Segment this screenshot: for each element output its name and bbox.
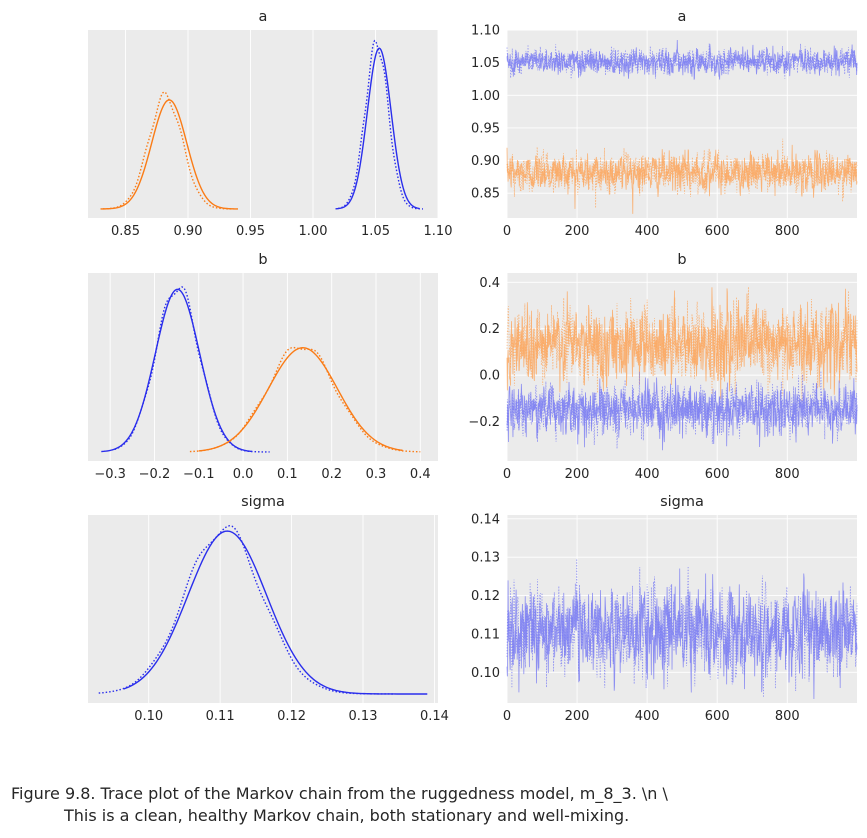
panel-density-sigma: sigma 0.10 0.11 0.12 0.13 0.14 (88, 494, 449, 724)
x-tick-label: −0.2 (139, 467, 171, 482)
y-tick-label: 0.14 (471, 512, 500, 527)
y-tick-label: 0.2 (479, 322, 500, 337)
x-tick-label: 600 (705, 467, 730, 482)
y-tick-label: 0.12 (471, 589, 500, 604)
x-tick-label: 0.85 (111, 224, 140, 239)
y-tick-label: 0.85 (471, 187, 500, 202)
trace-line-orange-chain-2 (506, 138, 858, 208)
x-tick-label: 0.1 (277, 467, 298, 482)
y-tick-label: 0.0 (479, 369, 500, 384)
density-curve-blue-solid (335, 47, 420, 210)
trace-line-blue-chain-1 (506, 377, 858, 451)
x-tick-label: 1.00 (299, 224, 328, 239)
y-tick-label: 0.10 (471, 666, 500, 681)
x-tick-label: 600 (705, 224, 730, 239)
x-tick-label: 0.2 (321, 467, 342, 482)
y-tick-label: 0.11 (471, 627, 500, 642)
x-tick-label: 1.10 (424, 224, 453, 239)
density-curve-orange-dotted (189, 346, 421, 453)
y-tick-label: 0.13 (471, 551, 500, 566)
x-tick-label: 0.12 (277, 709, 306, 724)
trace-line-orange-chain-1 (506, 287, 858, 399)
density-curve-blue-dotted (114, 286, 270, 453)
panel-density-b: b −0.3 −0.2 −0.1 0.0 0.1 0.2 0.3 0.4 (88, 252, 438, 482)
x-tick-label: 200 (565, 467, 590, 482)
density-curve-blue-solid (101, 288, 252, 453)
x-tick-label: 0.14 (420, 709, 449, 724)
caption-line-1: Figure 9.8. Trace plot of the Markov cha… (11, 784, 668, 803)
panel-title: b (258, 252, 267, 268)
x-tick-label: 800 (775, 467, 800, 482)
y-tick-label: 1.10 (471, 24, 500, 39)
plot-area (88, 515, 438, 703)
y-tick-label: 1.00 (471, 89, 500, 104)
density-curve-blue-solid (123, 530, 428, 695)
x-tick-label: 200 (565, 224, 590, 239)
x-tick-label: 0.4 (410, 467, 431, 482)
x-tick-label: 400 (635, 467, 660, 482)
y-tick-label: −0.2 (468, 415, 500, 430)
x-tick-label: 0.10 (134, 709, 163, 724)
panel-title: a (259, 9, 268, 25)
panel-title: sigma (660, 494, 704, 510)
x-tick-label: 400 (635, 224, 660, 239)
x-tick-label: 800 (775, 224, 800, 239)
panel-title: sigma (241, 494, 285, 510)
x-tick-label: 0.0 (233, 467, 254, 482)
x-tick-label: 800 (775, 709, 800, 724)
density-curve-blue-dotted (337, 39, 424, 210)
x-tick-label: 0 (503, 709, 511, 724)
x-tick-label: 400 (635, 709, 660, 724)
trace-line-blue-chain-2 (506, 371, 858, 449)
x-tick-label: 0.13 (349, 709, 378, 724)
density-curve-blue-dotted (98, 524, 396, 695)
panel-title: a (678, 9, 687, 25)
panel-trace-a: a 0 200 400 600 800 0.85 0.90 0.95 1.00 1.05 1.10 (471, 9, 858, 239)
trace-line-blue-chain-2 (506, 43, 858, 80)
x-tick-label: 0.3 (366, 467, 387, 482)
x-tick-label: 0.95 (236, 224, 265, 239)
x-tick-label: −0.3 (94, 467, 126, 482)
trace-line-blue-chain-2 (506, 558, 858, 698)
y-tick-label: 1.05 (471, 56, 500, 71)
plot-area (88, 273, 438, 461)
plot-area (88, 30, 438, 218)
x-tick-label: 600 (705, 709, 730, 724)
x-tick-label: 1.05 (361, 224, 390, 239)
panel-title: b (677, 252, 686, 268)
x-tick-label: 0 (503, 224, 511, 239)
y-tick-label: 0.4 (479, 276, 500, 291)
panel-density-a: a 0.85 0.90 0.95 1.00 1.05 1.10 (88, 9, 452, 239)
y-tick-label: 0.90 (471, 154, 500, 169)
x-tick-label: 200 (565, 709, 590, 724)
panel-trace-sigma: sigma 0 200 400 600 800 0.10 0.11 0.12 0.13 0.14 (471, 494, 858, 724)
x-tick-label: 0.11 (206, 709, 235, 724)
panel-trace-b: b 0 200 400 600 800 −0.2 0.0 0.2 0.4 (468, 252, 858, 482)
x-tick-label: 0 (503, 467, 511, 482)
x-tick-label: −0.1 (183, 467, 215, 482)
x-tick-label: 0.90 (174, 224, 203, 239)
caption-line-2: This is a clean, healthy Markov chain, b… (64, 806, 630, 825)
y-tick-label: 0.95 (471, 121, 500, 136)
